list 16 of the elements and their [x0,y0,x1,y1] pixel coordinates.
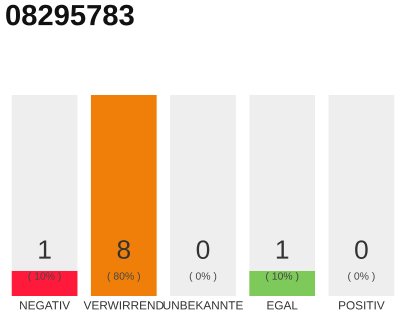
chart-title: 08295783 [6,4,134,26]
annotation: 0 [355,240,368,260]
annotation: ( 10% ) [28,272,61,282]
annotation: ( 0% ) [348,272,375,282]
x-tick-label: EGAL [267,301,298,310]
data-label: 8 [118,240,130,259]
x-tick-label: NEGATIV [20,301,70,310]
annotation: ( 0% ) [190,272,216,282]
data-label: 1 [276,240,288,259]
annotation: ( 80% ) [108,272,140,282]
x-tick-label: UNBEKANNTE [164,301,243,310]
annotation: 0 [196,240,210,260]
annotation: ( 10% ) [266,272,298,282]
data-label: 1 [39,240,51,259]
x-tick-label: POSITIV [339,301,385,310]
x-tick-label: VERWIRREND [84,301,164,310]
